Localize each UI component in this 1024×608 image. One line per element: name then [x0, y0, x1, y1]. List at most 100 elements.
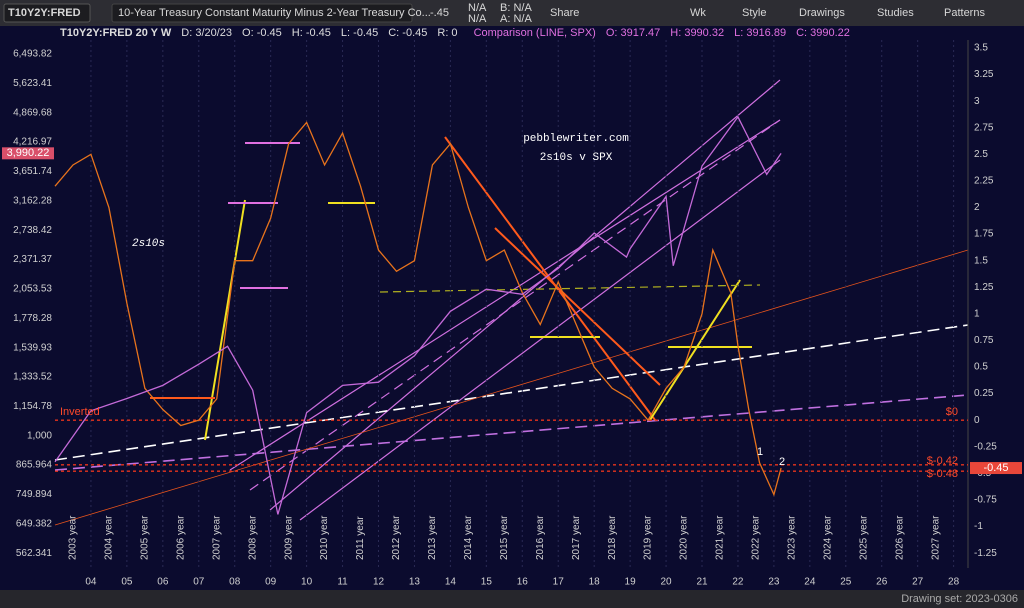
trend-dashed — [54, 324, 969, 461]
x-tick-label: 09 — [265, 577, 277, 588]
x-tick-label: 15 — [481, 577, 493, 588]
header-item: H: -0.45 — [292, 27, 331, 39]
x-tick-label: 10 — [301, 577, 313, 588]
year-label: 2020 year — [679, 515, 690, 560]
toolbar-button[interactable]: Patterns — [944, 7, 985, 19]
year-label: 2016 year — [535, 515, 546, 560]
x-tick-label: 25 — [840, 577, 852, 588]
quote-field: N/A — [468, 13, 487, 25]
trend-dashed — [54, 394, 969, 471]
y2-tick-label: 2.25 — [974, 176, 994, 187]
y2-tick-label: 0.75 — [974, 335, 994, 346]
annotation: 2s10s — [132, 238, 165, 250]
comparison-item: Comparison (LINE, SPX) — [474, 27, 596, 39]
y2-tick-label: 3.5 — [974, 43, 988, 54]
x-tick-label: 24 — [804, 577, 816, 588]
x-tick-label: 18 — [589, 577, 601, 588]
year-label: 2019 year — [643, 515, 654, 560]
channel-line — [229, 119, 781, 471]
reference-label: $-0.48 — [927, 468, 958, 480]
header-item: T10Y2Y:FRED 20 Y W — [60, 27, 172, 39]
x-tick-label: 04 — [85, 577, 97, 588]
price-marker — [2, 147, 54, 160]
x-tick-label: 13 — [409, 577, 421, 588]
year-label: 2007 year — [211, 515, 222, 560]
x-tick-label: 23 — [768, 577, 780, 588]
channel-line — [299, 159, 781, 521]
x-tick-label: 22 — [732, 577, 744, 588]
y-tick-label: 865.964 — [16, 460, 53, 471]
x-tick-label: 26 — [876, 577, 888, 588]
x-tick-label: 08 — [229, 577, 241, 588]
level-dashed — [379, 284, 761, 293]
reference-label: $-0.42 — [927, 455, 958, 467]
y2-tick-label: -0.25 — [974, 441, 997, 452]
comparison-item: O: 3917.47 — [606, 27, 660, 39]
toolbar-button[interactable]: Studies — [877, 7, 914, 19]
price-marker-label: -0.45 — [983, 462, 1008, 474]
year-label: 2012 year — [391, 515, 402, 560]
year-label: 2023 year — [787, 515, 798, 560]
toolbar-button[interactable]: Wk — [690, 7, 706, 19]
quote-field: N/A — [468, 2, 487, 14]
yellow-line — [649, 279, 741, 421]
y2-tick-label: 0.25 — [974, 388, 994, 399]
price-marker-label: 3,990.22 — [7, 147, 50, 159]
x-tick-label: 27 — [912, 577, 924, 588]
y2-tick-label: 0 — [974, 415, 980, 426]
year-label: 2009 year — [283, 515, 294, 560]
year-label: 2005 year — [140, 515, 151, 560]
y2-tick-label: -1 — [974, 521, 983, 532]
y2-tick-label: 3.25 — [974, 69, 994, 80]
toolbar-button[interactable]: Drawings — [799, 7, 845, 19]
comparison-item: L: 3916.89 — [734, 27, 786, 39]
y-tick-label: 3,651.74 — [13, 166, 52, 177]
y2-tick-label: -1.25 — [974, 548, 997, 559]
channel-mid — [249, 119, 781, 491]
orange-line — [494, 227, 661, 386]
y-tick-label: 649.382 — [16, 518, 53, 529]
y-tick-label: 749.894 — [16, 489, 53, 500]
annotation: 2 — [779, 456, 785, 468]
y-tick-label: 1,778.28 — [13, 313, 52, 324]
year-label: 2003 year — [68, 515, 79, 560]
year-label: 2024 year — [822, 515, 833, 560]
trend-line — [54, 249, 969, 526]
year-label: 2006 year — [175, 515, 186, 560]
x-tick-label: 17 — [553, 577, 565, 588]
price-marker — [970, 462, 1022, 475]
header-item: O: -0.45 — [242, 27, 282, 39]
comparison-item: C: 3990.22 — [796, 27, 850, 39]
header-item: D: 3/20/23 — [181, 27, 232, 39]
y2-tick-label: 2 — [974, 202, 980, 213]
x-tick-label: 06 — [157, 577, 169, 588]
year-label: 2013 year — [427, 515, 438, 560]
annotation: pebblewriter.com — [523, 133, 629, 145]
x-tick-label: 20 — [661, 577, 673, 588]
year-label: 2008 year — [247, 515, 258, 560]
x-tick-label: 28 — [948, 577, 960, 588]
symbol-box[interactable] — [3, 3, 91, 23]
year-label: 2014 year — [463, 515, 474, 560]
year-label: 2017 year — [571, 515, 582, 560]
status-text: Drawing set: 2023-0306 — [901, 593, 1018, 605]
comparison-item: H: 3990.32 — [670, 27, 724, 39]
x-tick-label: 21 — [696, 577, 708, 588]
x-tick-label: 07 — [193, 577, 205, 588]
channel-line — [269, 79, 781, 511]
series-line — [54, 121, 782, 497]
year-label: 2011 year — [355, 516, 366, 560]
y2-tick-label: 2.75 — [974, 122, 994, 133]
y-tick-label: 2,738.42 — [13, 225, 52, 236]
header-item: L: -0.45 — [341, 27, 378, 39]
toolbar-button[interactable]: Style — [742, 7, 766, 19]
y2-tick-label: 1.75 — [974, 229, 994, 240]
symbol[interactable]: T10Y2Y:FRED — [8, 7, 81, 19]
description: 10-Year Treasury Constant Maturity Minus… — [118, 7, 431, 19]
orange-line — [444, 136, 656, 421]
y-tick-label: 3,162.28 — [13, 195, 52, 206]
y-tick-label: 6,493.82 — [13, 49, 52, 60]
toolbar-button[interactable]: Share — [550, 7, 579, 19]
